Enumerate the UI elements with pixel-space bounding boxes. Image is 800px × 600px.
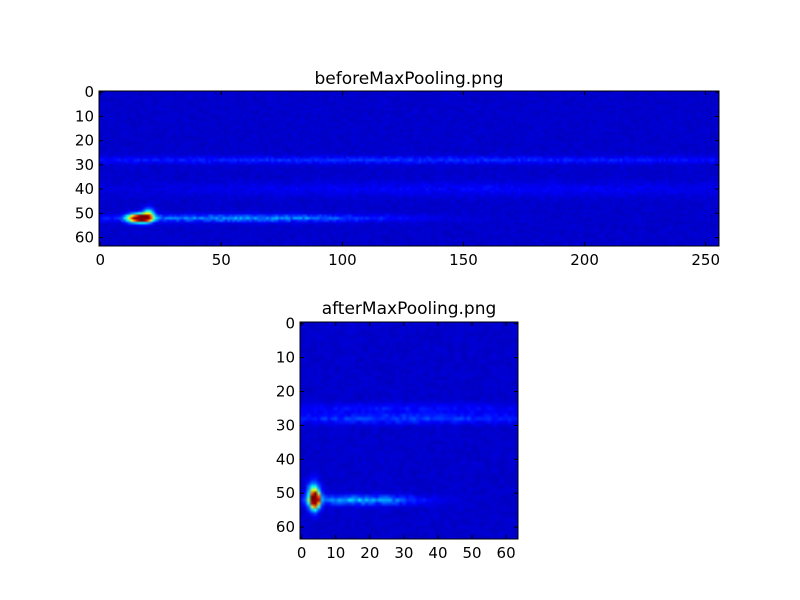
y-tick-label: 40: [75, 180, 94, 198]
x-tick-label: 100: [328, 251, 357, 269]
y-tick-label: 30: [75, 156, 94, 174]
y-tick-label: 50: [276, 484, 295, 502]
x-tick-label: 250: [691, 251, 720, 269]
title-before: beforeMaxPooling.png: [314, 69, 503, 89]
axes-frame: [98, 90, 720, 247]
x-tick-label: 0: [297, 544, 307, 562]
x-tick-label: 60: [497, 544, 516, 562]
y-tick-label: 10: [276, 349, 295, 367]
x-tick-label: 50: [212, 251, 231, 269]
y-tick-label: 30: [276, 416, 295, 434]
heatmap-before-max-pooling: [99, 91, 719, 246]
axes-frame: [299, 321, 519, 540]
title-after: afterMaxPooling.png: [322, 299, 497, 319]
x-tick-label: 40: [428, 544, 447, 562]
x-tick-label: 150: [449, 251, 478, 269]
y-tick-label: 20: [276, 383, 295, 401]
y-tick-label: 20: [75, 132, 94, 150]
y-tick-label: 0: [84, 83, 94, 101]
y-tick-label: 60: [276, 518, 295, 536]
y-tick-label: 40: [276, 450, 295, 468]
y-tick-label: 10: [75, 107, 94, 125]
x-tick-label: 50: [462, 544, 481, 562]
x-tick-label: 0: [95, 251, 105, 269]
x-tick-label: 200: [570, 251, 599, 269]
y-tick-label: 50: [75, 204, 94, 222]
x-tick-label: 30: [394, 544, 413, 562]
heatmap-after-max-pooling: [300, 322, 518, 539]
y-tick-label: 60: [75, 229, 94, 247]
x-tick-label: 20: [360, 544, 379, 562]
x-tick-label: 10: [326, 544, 345, 562]
y-tick-label: 0: [285, 315, 295, 333]
